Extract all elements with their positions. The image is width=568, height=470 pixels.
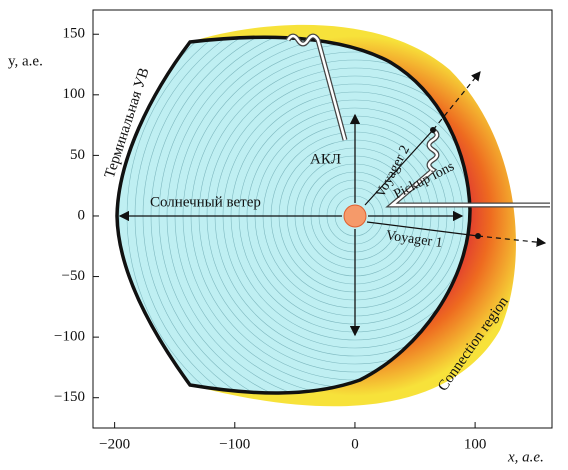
- x-tick-label: −100: [219, 436, 250, 452]
- y-tick-label: −100: [54, 329, 85, 345]
- voyager2-position: [430, 127, 436, 133]
- page: {"axes":{"xlabel":"x, а.е.","ylabel":"y,…: [0, 0, 568, 470]
- x-tick-label: −200: [99, 436, 130, 452]
- y-tick-label: −50: [62, 268, 85, 284]
- y-axis-label: y, а.е.: [8, 53, 43, 69]
- voyager1-position: [475, 233, 481, 239]
- x-axis-label: x, а.е.: [507, 449, 544, 465]
- solar-wind-label: Солнечный ветер: [150, 194, 261, 210]
- y-tick-label: 50: [70, 147, 85, 163]
- figure: Солнечный ветер АКЛ Voyager 2 Pickup ion…: [0, 0, 568, 470]
- sun: [344, 205, 366, 227]
- akl-label: АКЛ: [310, 151, 341, 167]
- y-tick-label: −150: [54, 389, 85, 405]
- x-tick-label: 0: [351, 436, 359, 452]
- y-tick-label: 100: [63, 86, 86, 102]
- x-tick-label: 100: [464, 436, 487, 452]
- y-tick-label: 150: [63, 26, 86, 42]
- y-tick-label: 0: [78, 207, 86, 223]
